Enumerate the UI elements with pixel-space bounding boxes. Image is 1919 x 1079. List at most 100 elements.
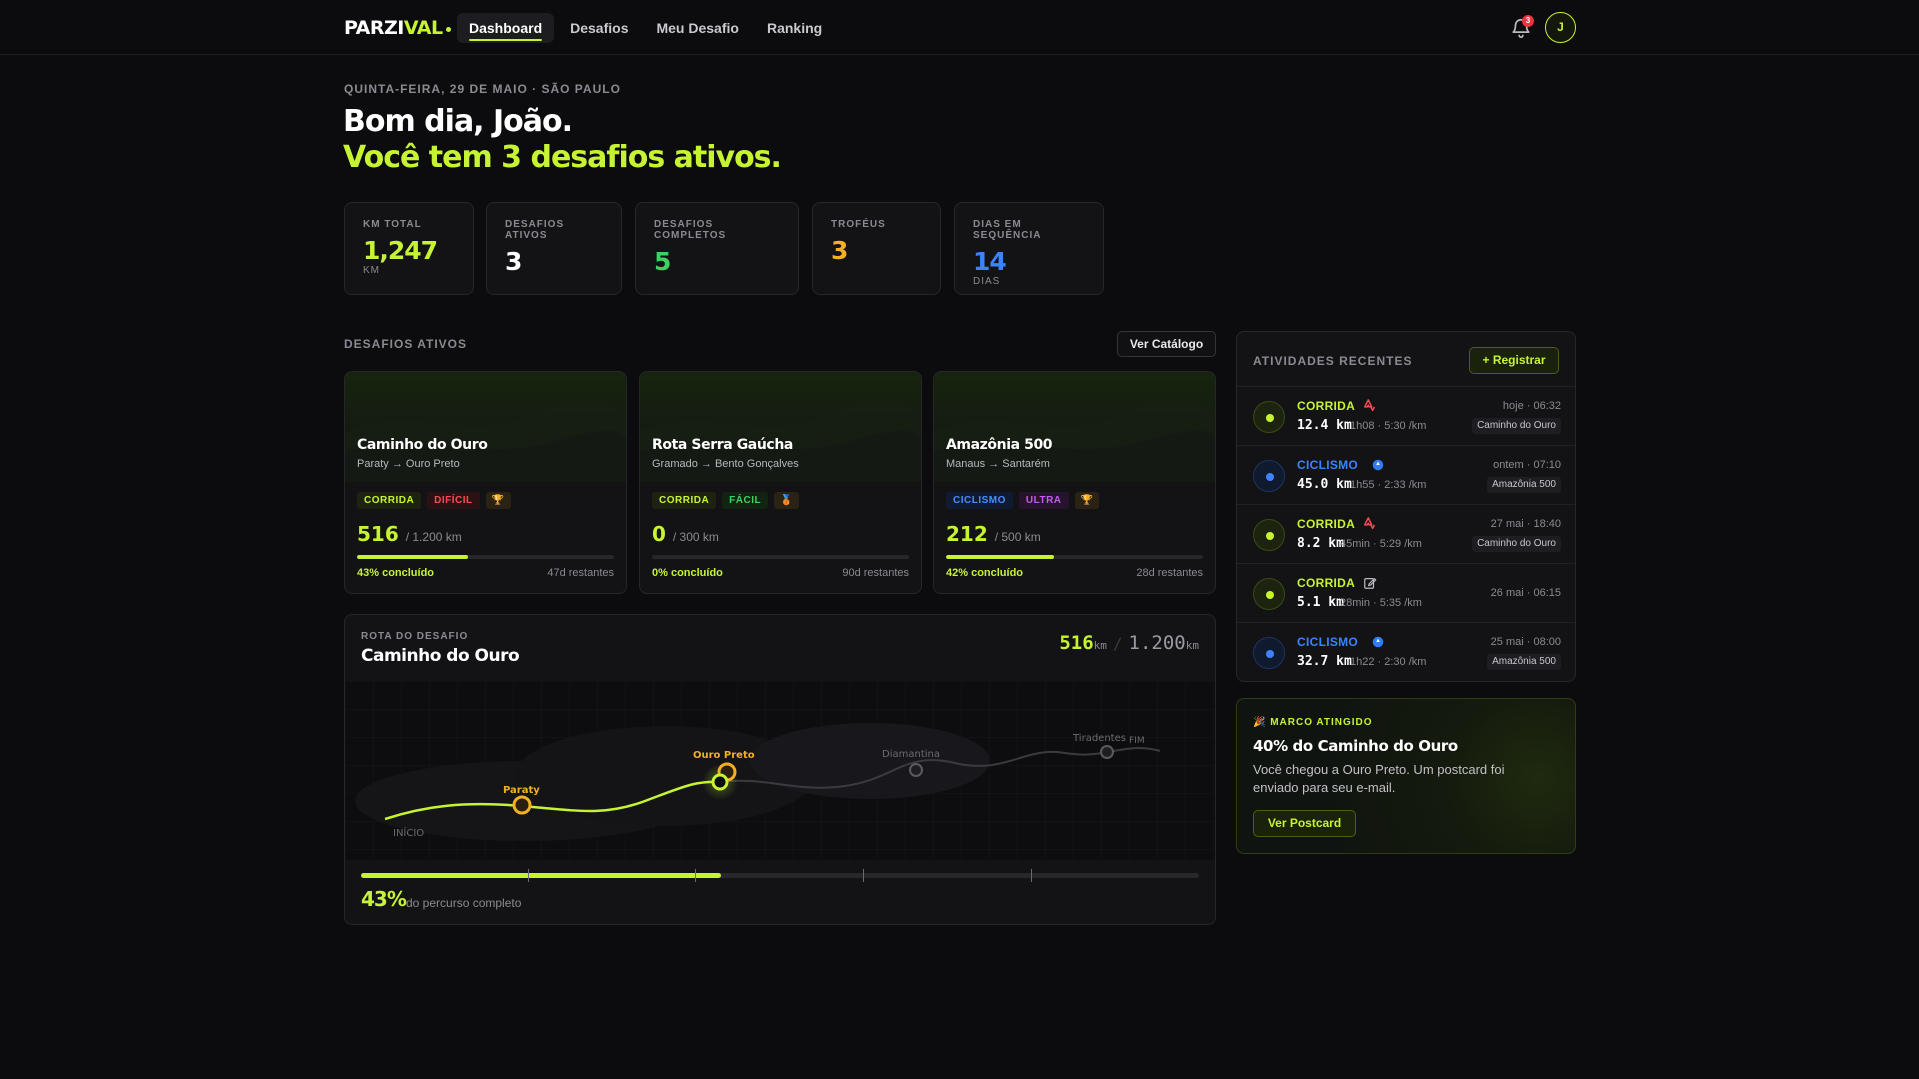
challenge-progress-bar: [946, 555, 1203, 559]
garmin-icon: [1371, 458, 1385, 472]
activity-row[interactable]: CORRIDA 5.1 km 28min · 5:35 /km 26 mai · 06…: [1237, 563, 1575, 622]
bell-icon[interactable]: [1510, 17, 1532, 39]
route-km-total: 1.200: [1128, 632, 1186, 654]
challenge-card[interactable]: Amazônia 500 Manaus → Santarém CICLISMO ULT…: [933, 371, 1216, 594]
tag-sport: CORRIDA: [652, 492, 717, 509]
challenge-remaining: 28d restantes: [1136, 567, 1203, 579]
activity-time: 27 mai · 18:40: [1490, 518, 1561, 530]
route-progress-bar: [361, 869, 1199, 882]
activity-row[interactable]: CICLISMO 32.7 km 1h22 · 2:30 /km 25 mai · 0…: [1237, 622, 1575, 681]
challenge-progress: 516 / 1.200 km: [357, 522, 462, 546]
nav-ranking[interactable]: Ranking: [766, 20, 823, 36]
tag-difficulty: ULTRA: [1018, 492, 1069, 509]
challenge-km-done: 0: [652, 522, 666, 546]
milestone-title: 40% do Caminho do Ouro: [1253, 737, 1458, 755]
waypoint-marker-diamantina[interactable]: [909, 763, 923, 777]
milestone-text: Você chegou a Ouro Preto. Um postcard fo…: [1253, 762, 1505, 795]
activity-type: CORRIDA: [1297, 517, 1356, 531]
milestone-card: 🎉 MARCO ATINGIDO 40% do Caminho do Ouro …: [1236, 698, 1576, 854]
strava-icon: [1363, 399, 1377, 413]
activity-type: CORRIDA: [1297, 576, 1356, 590]
challenge-name: Amazônia 500: [946, 437, 1053, 453]
tag-sport: CORRIDA: [357, 492, 422, 509]
waypoint-marker-tiradentes[interactable]: [1100, 745, 1114, 759]
activity-time: ontem · 07:10: [1493, 459, 1561, 471]
catalog-button[interactable]: Ver Catálogo: [1117, 331, 1216, 357]
trophy-icon: 🏆: [1074, 492, 1100, 509]
challenge-percent: 0% concluído: [652, 567, 723, 579]
greeting-subtitle: Você tem 3 desafios ativos.: [343, 140, 782, 175]
stat-card: TROFÉUS 3: [812, 202, 941, 295]
route-percent: 43%: [361, 887, 407, 911]
greeting-title: Bom dia, João.: [343, 104, 573, 139]
challenge-km-done: 212: [946, 522, 988, 546]
challenge-tags: CORRIDA DIFÍCIL 🏆: [357, 492, 511, 509]
activity-distance: 32.7 km: [1297, 654, 1352, 669]
activity-meta: 1h55 · 2:33 /km: [1350, 479, 1427, 491]
route-percent-text: do percurso completo: [406, 896, 522, 910]
route-path-remaining: [719, 747, 1161, 789]
activity-challenge-chip: Amazônia 500: [1487, 477, 1561, 493]
challenge-card-banner: [640, 372, 921, 482]
activity-row[interactable]: CORRIDA 8.2 km 45min · 5:29 /km 27 mai · 18…: [1237, 504, 1575, 563]
activity-meta: 45min · 5:29 /km: [1340, 538, 1422, 550]
route-km-current: 516: [1059, 632, 1094, 654]
nav-meu-desafio[interactable]: Meu Desafio: [656, 20, 739, 36]
main-nav: Dashboard Desafios Meu Desafio Ranking: [457, 13, 834, 43]
route-km-sep: /: [1112, 634, 1123, 653]
stat-value: 1,247: [363, 236, 438, 265]
progress-tick: [1031, 869, 1032, 882]
route-map[interactable]: INÍCIO Paraty Ouro Preto Diamantina Tira…: [345, 681, 1215, 860]
top-header: PARZIVAL Dashboard Desafios Meu Desafio …: [0, 0, 1919, 55]
stat-value: 3: [505, 247, 522, 276]
waypoint-marker-paraty[interactable]: [512, 795, 532, 815]
current-date: QUINTA-FEIRA, 29 DE MAIO · SÃO PAULO: [344, 82, 621, 96]
activity-sport-icon: [1253, 460, 1285, 492]
stat-value: 14: [973, 247, 1007, 276]
nav-dashboard[interactable]: Dashboard: [457, 13, 555, 43]
challenge-name: Caminho do Ouro: [357, 437, 488, 453]
edit-icon: [1363, 576, 1377, 590]
tag-difficulty: DIFÍCIL: [427, 492, 480, 509]
stat-unit: DIAS: [973, 276, 1001, 287]
challenge-card[interactable]: Rota Serra Gaúcha Gramado → Bento Gonçalv…: [639, 371, 922, 594]
activity-meta: 28min · 5:35 /km: [1340, 597, 1422, 609]
challenge-progress-bar: [357, 555, 614, 559]
challenge-route: Paraty → Ouro Preto: [357, 458, 460, 470]
progress-tick: [863, 869, 864, 882]
stat-card: DIAS EM SEQUÊNCIA 14 DIAS: [954, 202, 1104, 295]
challenge-percent: 43% concluído: [357, 567, 435, 579]
challenge-remaining: 90d restantes: [842, 567, 909, 579]
challenge-remaining: 47d restantes: [547, 567, 614, 579]
nav-desafios[interactable]: Desafios: [570, 20, 629, 36]
register-activity-button[interactable]: + Registrar: [1469, 347, 1559, 374]
activity-sport-icon: [1253, 637, 1285, 669]
waypoint-label: FIM: [1129, 736, 1145, 746]
route-panel: ROTA DO DESAFIO Caminho do Ouro 516km/1.…: [344, 614, 1216, 925]
progress-tick: [695, 869, 696, 882]
activity-type: CICLISMO: [1297, 458, 1359, 472]
current-position-marker[interactable]: [711, 773, 729, 791]
route-panel-label: ROTA DO DESAFIO: [361, 631, 469, 642]
activity-distance: 5.1 km: [1297, 595, 1344, 610]
challenge-progress-fill: [946, 555, 1054, 559]
waypoint-label: Diamantina: [882, 749, 940, 760]
garmin-icon: [1371, 635, 1385, 649]
challenge-card[interactable]: Caminho do Ouro Paraty → Ouro Preto CORRID…: [344, 371, 627, 594]
challenge-progress-fill: [357, 555, 468, 559]
logo[interactable]: PARZIVAL: [344, 17, 451, 39]
view-postcard-button[interactable]: Ver Postcard: [1253, 810, 1356, 837]
tag-difficulty: FÁCIL: [722, 492, 769, 509]
activity-row[interactable]: CORRIDA 12.4 km 1h08 · 5:30 /km hoje · 06:3…: [1237, 386, 1575, 445]
activity-row[interactable]: CICLISMO 45.0 km 1h55 · 2:33 /km ontem · 07…: [1237, 445, 1575, 504]
route-map-svg: INÍCIO Paraty Ouro Preto Diamantina Tira…: [345, 681, 1215, 860]
stat-card: DESAFIOS COMPLETOS 5: [635, 202, 799, 295]
avatar[interactable]: J: [1545, 12, 1576, 43]
stat-card: KM TOTAL 1,247 KM: [344, 202, 474, 295]
route-km-readout: 516km/1.200km: [1059, 632, 1199, 654]
challenge-km-done: 516: [357, 522, 399, 546]
stat-unit: KM: [363, 265, 380, 276]
notification-badge: 3: [1522, 15, 1534, 27]
route-path-done: [384, 780, 721, 821]
stat-label: DIAS EM SEQUÊNCIA: [973, 219, 1042, 241]
